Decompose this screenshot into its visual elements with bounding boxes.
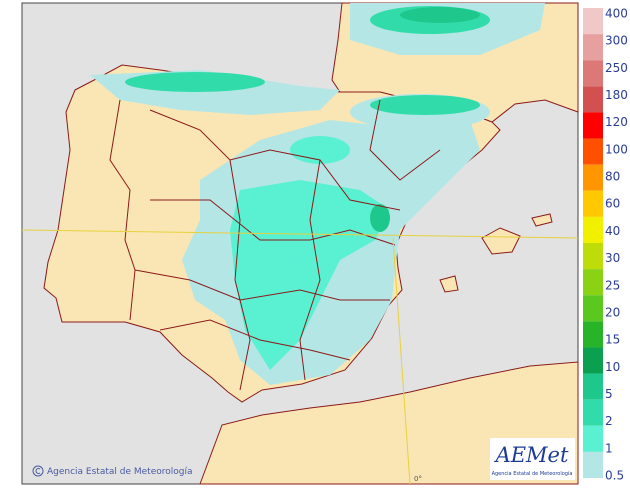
legend-label: 180 <box>605 88 628 102</box>
legend-label: 300 <box>605 34 628 48</box>
border <box>149 109 401 211</box>
legend-label: 25 <box>605 278 620 292</box>
credit: Agencia Estatal de Meteorología <box>47 467 193 477</box>
legend-label: 20 <box>605 305 620 319</box>
border <box>229 159 251 391</box>
legend-swatch <box>583 399 603 426</box>
meridian-label: 0° <box>414 475 422 483</box>
legend-swatch <box>583 190 603 217</box>
legend-label: 60 <box>605 197 620 211</box>
rain-area <box>400 7 480 23</box>
legend-label: 100 <box>605 142 628 156</box>
legend-swatch <box>583 321 603 348</box>
border <box>134 269 390 301</box>
map: 0° Agencia Estatal de Meteorología AEMet… <box>21 2 579 485</box>
island <box>531 213 553 227</box>
legend-label: 250 <box>605 61 628 75</box>
legend-label: 400 <box>605 7 628 21</box>
rain-area <box>370 95 480 115</box>
legend-swatch <box>583 8 603 35</box>
copyright-icon <box>35 468 41 474</box>
legend-label: 120 <box>605 115 628 129</box>
legend-label: 40 <box>605 224 620 238</box>
legend-swatch <box>583 373 603 400</box>
border <box>159 319 351 361</box>
parallel-line <box>21 229 579 239</box>
legend-label: 0.5 <box>605 469 624 483</box>
legend-label: 10 <box>605 360 620 374</box>
legend-swatch <box>583 138 603 165</box>
legend: 400 300 250 180 120 100 80 60 40 30 25 20 15 10 5 2 1 0.5 <box>583 7 628 483</box>
legend-swatch <box>583 86 603 113</box>
logo-subtitle: Agencia Estatal de Meteorología <box>492 470 573 477</box>
legend-swatch <box>583 295 603 322</box>
copyright-icon <box>32 465 44 477</box>
legend-swatch <box>583 269 603 296</box>
rain-area <box>125 72 265 92</box>
legend-label: 5 <box>605 387 613 401</box>
legend-swatch <box>583 425 603 452</box>
legend-swatch <box>583 347 603 374</box>
meridian-line <box>392 237 411 485</box>
legend-swatch <box>583 243 603 270</box>
logo-name: AEMet <box>494 443 569 467</box>
legend-swatch <box>583 216 603 243</box>
legend-swatch <box>583 60 603 87</box>
legend-swatch <box>583 112 603 139</box>
rain-area <box>370 204 390 232</box>
legend-label: 15 <box>605 333 620 347</box>
border <box>299 159 321 381</box>
legend-swatch <box>583 451 603 478</box>
logo-box <box>490 438 575 480</box>
legend-swatch <box>583 164 603 191</box>
legend-label: 2 <box>605 414 613 428</box>
legend-swatch <box>583 34 603 61</box>
rain-area <box>230 180 390 370</box>
legend-label: 30 <box>605 251 620 265</box>
border <box>150 199 396 246</box>
island <box>439 275 459 293</box>
border <box>369 99 441 181</box>
island <box>481 227 521 255</box>
legend-label: 80 <box>605 170 620 184</box>
africa <box>199 361 579 485</box>
legend-label: 1 <box>605 441 613 455</box>
border <box>109 99 136 321</box>
